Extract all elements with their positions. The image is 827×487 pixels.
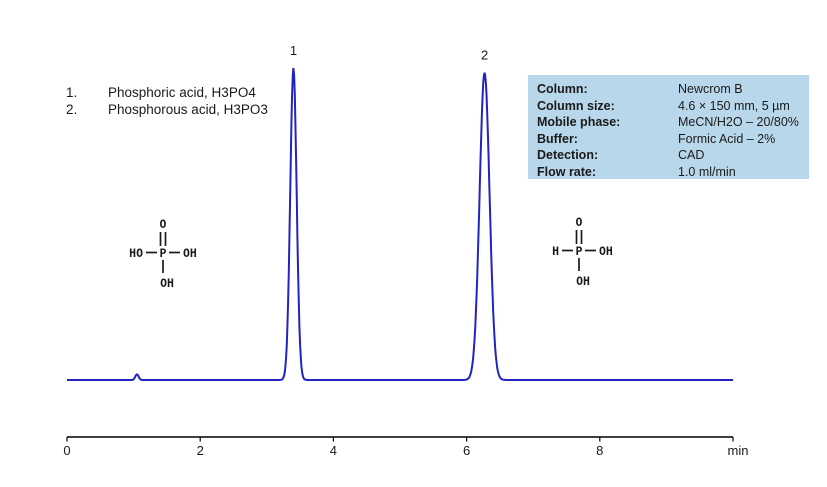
atom-left: HO [129, 246, 143, 260]
x-axis-tick-label: 2 [197, 443, 204, 458]
atom-center-p: P [160, 246, 167, 260]
condition-label: Detection: [537, 148, 599, 162]
infobox-row: Flow rate: 1.0 ml/min [537, 164, 803, 181]
condition-label: Flow rate: [537, 164, 597, 179]
condition-label: Column: [537, 82, 588, 96]
legend-compound-name: Phosphorous acid, H3PO3 [108, 102, 268, 117]
infobox-row: Detection: CAD [537, 147, 803, 164]
atom-top-o: O [576, 215, 583, 229]
structure-phosphorous-acid: O H P OH OH [552, 215, 613, 288]
condition-value: CAD [678, 148, 705, 162]
legend-number: 1. [66, 85, 78, 100]
conditions-infobox: Column: Newcrom B Column size: 4.6 × 150… [528, 75, 809, 179]
x-axis-tick-label: 6 [463, 443, 470, 458]
atom-bottom: OH [576, 274, 590, 288]
x-axis-tick-label: 4 [330, 443, 337, 458]
atom-bottom: OH [160, 276, 174, 290]
condition-label: Mobile phase: [537, 115, 621, 129]
x-axis: 0 2 4 6 8 min [63, 436, 749, 458]
structure-phosphoric-acid: O HO P OH OH [129, 217, 197, 290]
atom-left: H [552, 244, 559, 258]
legend-compound-name: Phosphoric acid, H3PO4 [108, 85, 256, 100]
condition-value: 1.0 ml/min [678, 164, 736, 179]
peak-legend: 1. Phosphoric acid, H3PO4 2. Phosphorous… [66, 84, 268, 118]
legend-item-2: 2. Phosphorous acid, H3PO3 [66, 101, 268, 118]
atom-right: OH [599, 244, 613, 258]
condition-value: MeCN/H2O – 20/80% [678, 115, 799, 129]
x-axis-tick-label: 0 [63, 443, 70, 458]
condition-value: Formic Acid – 2% [678, 131, 776, 146]
condition-label: Buffer: [537, 131, 578, 146]
atom-top-o: O [160, 217, 167, 231]
chromatogram-trace [67, 67, 733, 381]
infobox-row: Column size: 4.6 × 150 mm, 5 µm [537, 98, 803, 115]
infobox-row: Column: Newcrom B [537, 81, 803, 98]
legend-number: 2. [66, 102, 78, 117]
peak-label-2: 2 [481, 48, 488, 63]
atom-center-p: P [576, 244, 583, 258]
x-axis-unit-label: min [728, 443, 749, 458]
condition-value: Newcrom B [678, 82, 743, 96]
condition-label: Column size: [537, 98, 615, 113]
x-axis-tick-label: 8 [596, 443, 603, 458]
atom-right: OH [183, 246, 197, 260]
legend-item-1: 1. Phosphoric acid, H3PO4 [66, 84, 268, 101]
peak-label-1: 1 [290, 43, 297, 58]
infobox-row: Buffer: Formic Acid – 2% [537, 131, 803, 148]
infobox-row: Mobile phase: MeCN/H2O – 20/80% [537, 114, 803, 131]
condition-value: 4.6 × 150 mm, 5 µm [678, 98, 790, 113]
